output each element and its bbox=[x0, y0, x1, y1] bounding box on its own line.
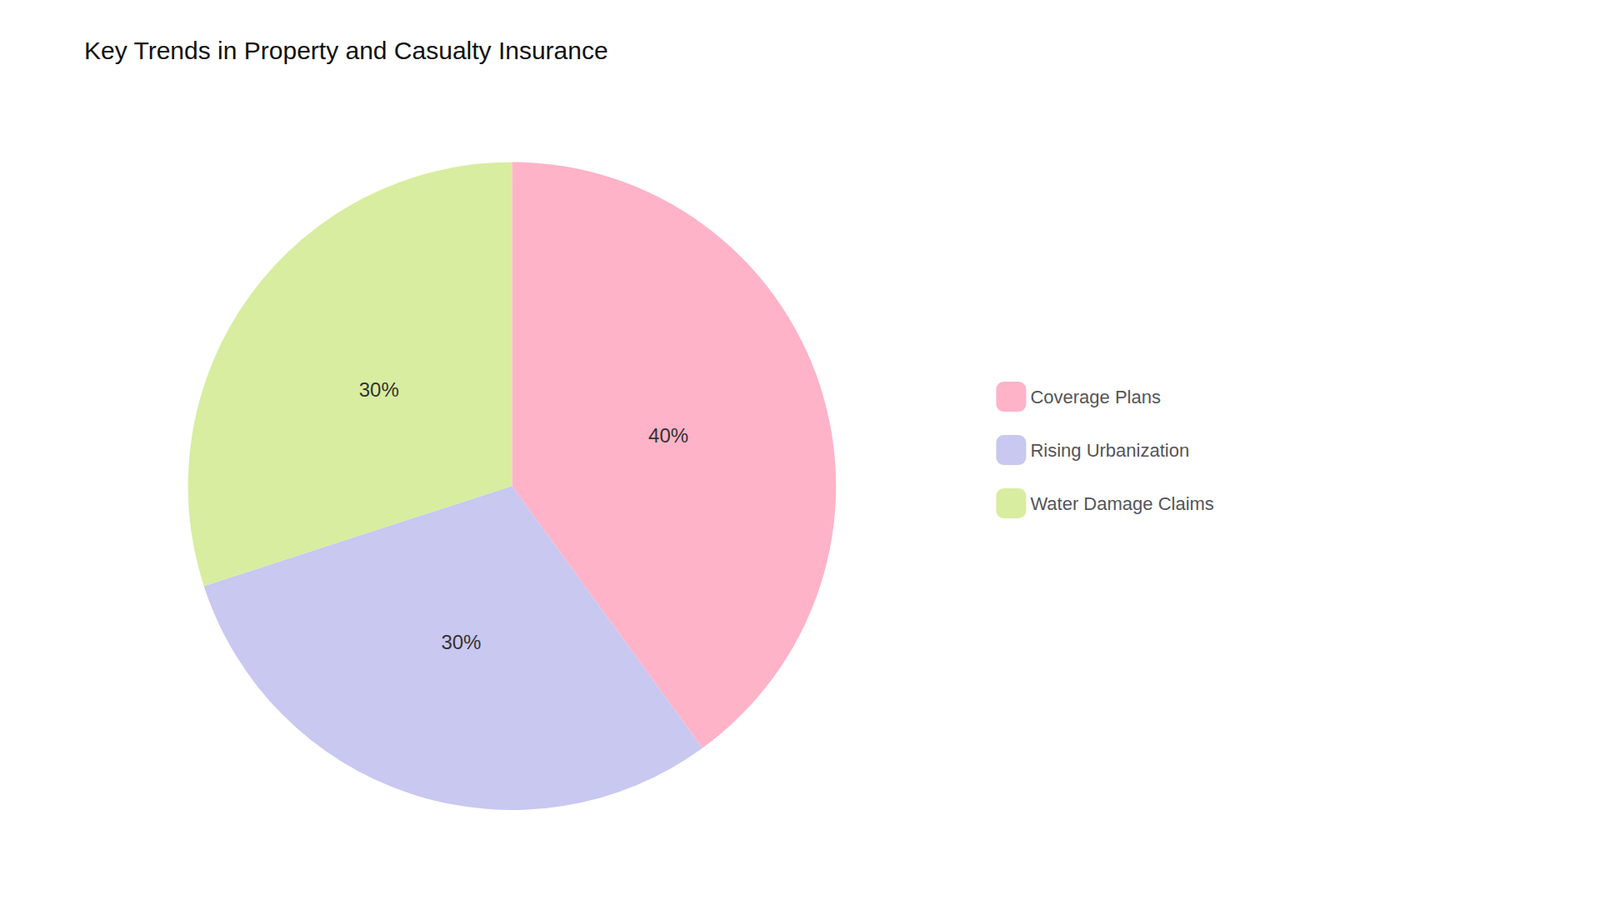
svg-text:30%: 30% bbox=[359, 378, 400, 401]
svg-text:Coverage Plans: Coverage Plans bbox=[1030, 386, 1161, 408]
svg-text:Rising Urbanization: Rising Urbanization bbox=[1030, 440, 1190, 461]
svg-text:30%: 30% bbox=[440, 630, 481, 654]
svg-text:40%: 40% bbox=[648, 424, 689, 447]
svg-text:Key Trends in Property and Cas: Key Trends in Property and Casualty Insu… bbox=[84, 36, 609, 65]
svg-text:Water Damage Claims: Water Damage Claims bbox=[1030, 493, 1214, 515]
